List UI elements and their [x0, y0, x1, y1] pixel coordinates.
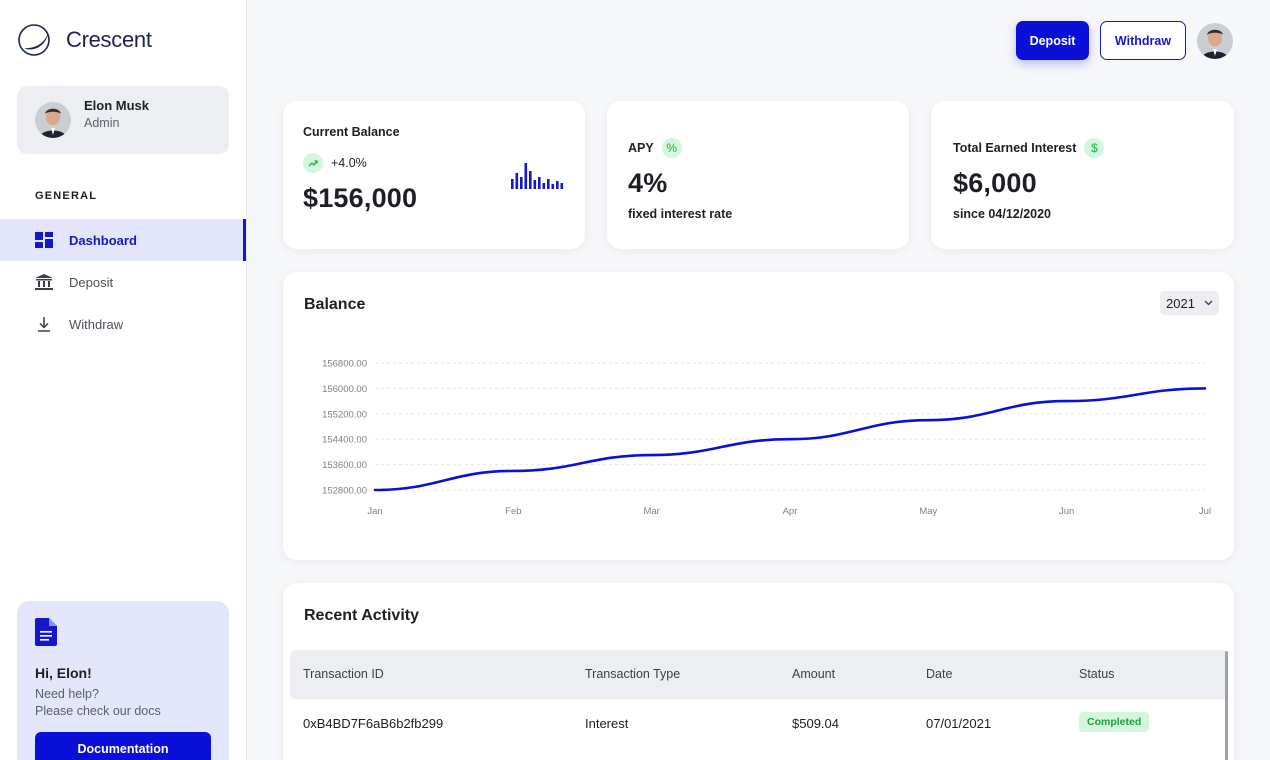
balance-chart-card: Balance 2021 156800.00 156000.00 155200.00…: [283, 272, 1234, 560]
status-badge: Completed: [1079, 712, 1150, 732]
help-line-2: Please check our docs: [35, 703, 161, 718]
column-header-transaction-type[interactable]: Transaction Type: [585, 667, 681, 681]
documentation-button[interactable]: Documentation: [35, 731, 211, 760]
mini-bar-chart-icon: [511, 163, 564, 189]
year-select-value: 2021: [1166, 295, 1195, 311]
percent-badge-icon: %: [661, 138, 682, 158]
chevron-down-icon: [1204, 300, 1213, 306]
recent-activity-card: Recent Activity Transaction ID Transacti…: [283, 583, 1234, 760]
sidebar-item-label: Deposit: [69, 274, 114, 290]
recent-activity-title: Recent Activity: [304, 607, 419, 624]
help-card: Hi, Elon! Need help? Please check our do…: [17, 601, 229, 760]
sidebar-nav: Dashboard Deposit: [0, 219, 246, 345]
sidebar-item-label: Dashboard: [69, 232, 137, 248]
brand-name: Crescent: [66, 27, 152, 52]
table-scrollbar[interactable]: [1225, 651, 1228, 760]
date-cell: 07/01/2021: [926, 716, 992, 731]
column-header-date[interactable]: Date: [926, 667, 953, 681]
y-tick-label: 154400.00: [322, 435, 367, 446]
apy-value: 4%: [628, 168, 668, 198]
deposit-button[interactable]: Deposit: [1016, 21, 1089, 60]
column-header-transaction-id[interactable]: Transaction ID: [303, 667, 384, 681]
bank-icon: [35, 273, 53, 291]
activity-table-header: Transaction ID Transaction Type Amount D…: [290, 650, 1228, 699]
sidebar-item-withdraw[interactable]: Withdraw: [0, 303, 246, 345]
profile-role: Admin: [84, 116, 120, 130]
top-actions: Deposit Withdraw: [1016, 21, 1233, 60]
profile-card[interactable]: Elon Musk Admin: [17, 86, 229, 154]
help-line-1: Need help?: [35, 687, 99, 701]
sidebar-item-dashboard[interactable]: Dashboard: [0, 219, 246, 261]
y-tick-label: 152800.00: [322, 486, 367, 497]
x-tick-label: Jun: [1059, 506, 1074, 517]
x-tick-label: Jan: [367, 506, 382, 517]
current-balance-label: Current Balance: [303, 125, 400, 139]
dashboard-grid-icon: [35, 231, 53, 249]
x-tick-label: Apr: [783, 506, 798, 517]
balance-trend: +4.0%: [303, 153, 565, 173]
transaction-id-cell: 0xB4BD7F6aB6b2fb299: [303, 716, 444, 731]
document-icon: [35, 618, 57, 646]
balance-chart-title: Balance: [304, 296, 366, 313]
crescent-logo-icon: [18, 24, 50, 56]
earned-interest-subtext: since 04/12/2020: [953, 207, 1051, 221]
earned-interest-card: Total Earned Interest $ $6,000 since 04/…: [931, 101, 1234, 249]
help-title: Hi, Elon!: [35, 665, 92, 681]
current-balance-value: $156,000: [303, 183, 418, 213]
x-tick-label: Jul: [1199, 506, 1211, 517]
y-tick-label: 153600.00: [322, 460, 367, 471]
apy-label: APY: [628, 141, 654, 155]
sidebar-item-deposit[interactable]: Deposit: [0, 261, 246, 303]
y-tick-label: 155200.00: [322, 409, 367, 420]
withdraw-button[interactable]: Withdraw: [1100, 21, 1186, 60]
dollar-badge-icon: $: [1084, 138, 1105, 158]
apy-card: APY % 4% fixed interest rate: [607, 101, 909, 249]
column-header-amount[interactable]: Amount: [792, 667, 836, 681]
nav-heading: GENERAL: [35, 190, 98, 202]
earned-interest-value: $6,000: [953, 168, 1037, 198]
column-header-status[interactable]: Status: [1079, 667, 1115, 681]
help-text: Need help? Please check our docs: [35, 686, 211, 720]
y-tick-label: 156000.00: [322, 384, 367, 395]
x-tick-label: Feb: [505, 506, 521, 517]
current-balance-card: Current Balance +4.0% $156,000: [283, 101, 585, 249]
amount-cell: $509.04: [792, 716, 839, 731]
profile-name: Elon Musk: [84, 98, 150, 113]
brand[interactable]: Crescent: [17, 23, 152, 57]
apy-subtext: fixed interest rate: [628, 207, 733, 221]
download-arrow-icon: [35, 315, 53, 333]
transaction-type-cell: Interest: [585, 716, 629, 731]
sidebar-item-label: Withdraw: [69, 316, 124, 332]
user-avatar[interactable]: [1197, 22, 1233, 59]
earned-interest-label: Total Earned Interest: [953, 141, 1077, 155]
x-tick-label: Mar: [643, 506, 659, 517]
sidebar: Crescent Elon Musk Admin GENERAL: [0, 0, 247, 760]
balance-change: +4.0%: [331, 156, 367, 170]
y-tick-label: 156800.00: [322, 359, 367, 370]
avatar: [35, 102, 71, 138]
trend-up-icon: [303, 153, 323, 173]
balance-line-chart: 156800.00 156000.00 155200.00 154400.00 1536…: [322, 359, 1211, 518]
year-select[interactable]: 2021: [1160, 291, 1219, 315]
series-line-balance: [373, 387, 1207, 492]
table-row[interactable]: 0xB4BD7F6aB6b2fb299 Interest $509.04 07/…: [290, 699, 1228, 749]
x-tick-label: May: [919, 506, 937, 517]
